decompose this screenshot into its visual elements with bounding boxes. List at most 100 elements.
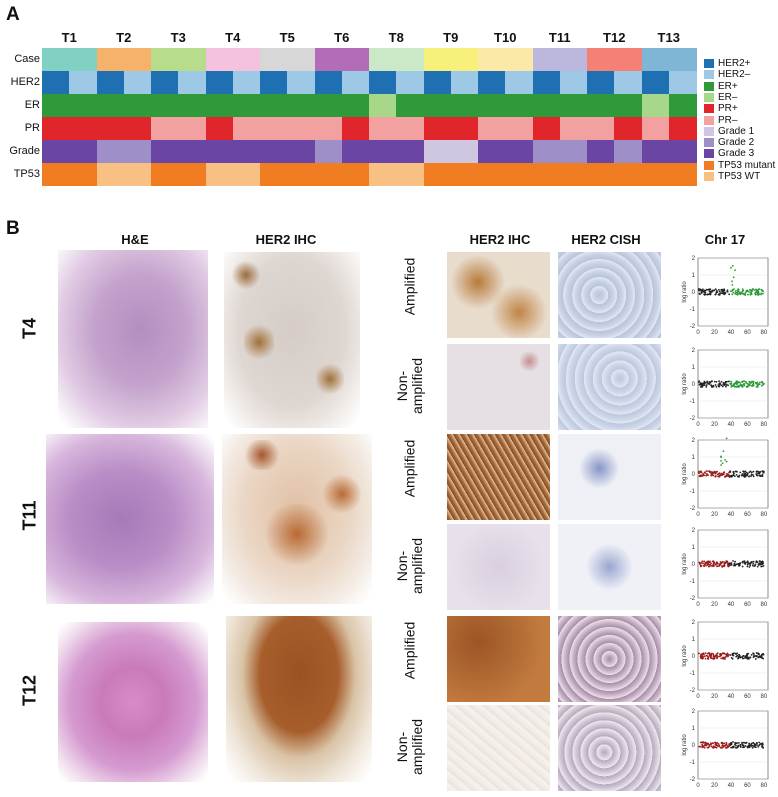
copy-number-point: [722, 652, 725, 655]
pr-cell: [42, 117, 70, 140]
er-cell: [341, 94, 370, 117]
copy-number-point: [722, 289, 725, 292]
copy-number-point: [702, 564, 705, 567]
copy-number-point: [749, 381, 752, 384]
copy-number-point: [735, 291, 737, 294]
er-cell: [314, 94, 343, 117]
copy-number-point: [724, 562, 727, 565]
copy-number-point: [718, 744, 720, 747]
er-cell: [450, 94, 479, 117]
copy-number-point: [750, 471, 753, 474]
col-title-he: H&E: [121, 232, 149, 247]
pr-cell: [314, 117, 343, 140]
copy-number-point: [718, 475, 721, 478]
copy-number-point: [736, 380, 739, 383]
grade-cell: [123, 140, 152, 163]
chr17-plot: 2 1 0 -1 -2 0 20 40 60 80 log ratio: [680, 344, 772, 428]
copy-number-point: [729, 654, 732, 656]
copy-number-point: [728, 380, 731, 383]
copy-number-point: [709, 381, 712, 384]
copy-number-point: [708, 290, 711, 293]
grade-cell: [314, 140, 343, 163]
he-slide-t4: [58, 250, 208, 428]
amplified-label: Amplified: [401, 621, 418, 680]
copy-number-point: [710, 745, 713, 748]
copy-number-point: [726, 653, 729, 656]
copy-number-point: [737, 288, 740, 291]
copy-number-point: [731, 657, 734, 660]
copy-number-point: [726, 473, 729, 476]
copy-number-point: [761, 565, 763, 568]
x-tick-label: 0: [696, 422, 700, 428]
tp53-cell: [668, 163, 697, 186]
copy-number-point: [739, 471, 742, 474]
copy-number-point: [749, 564, 752, 567]
legend-swatch: [704, 81, 714, 91]
panel-b-label: B: [6, 218, 20, 239]
copy-number-point: [708, 561, 711, 564]
copy-number-point: [720, 657, 723, 660]
copy-number-point: [715, 292, 717, 295]
x-tick-label: 0: [696, 602, 700, 608]
y-tick-label: -1: [690, 307, 696, 313]
copy-number-point: [715, 291, 718, 294]
copy-number-point: [757, 383, 760, 385]
er-cell: [42, 94, 70, 117]
er-cell: [69, 94, 97, 117]
y-tick-label: -2: [690, 596, 696, 602]
copy-number-point: [746, 472, 749, 475]
y-tick-label: -2: [690, 324, 696, 330]
her2-cell: [314, 71, 343, 94]
copy-number-point: [739, 743, 742, 746]
copy-number-point: [720, 460, 722, 462]
row-label-t12: T12: [19, 674, 40, 707]
her2-cish-micrograph: [558, 705, 661, 791]
copy-number-point: [716, 656, 719, 659]
row-label-pr: PR: [24, 122, 40, 134]
er-cell: [232, 94, 261, 117]
copy-number-point: [721, 746, 724, 749]
copy-number-point: [703, 560, 706, 563]
pr-cell: [641, 117, 670, 140]
copy-number-point: [761, 380, 764, 383]
case-cell: [641, 48, 697, 71]
copy-number-point: [741, 384, 744, 387]
case-cell: [151, 48, 206, 71]
tp53-cell: [478, 163, 506, 186]
copy-number-point: [712, 745, 715, 748]
copy-number-point: [746, 657, 749, 660]
tp53-cell: [178, 163, 206, 186]
copy-number-point: [731, 280, 733, 283]
copy-number-point: [722, 471, 725, 474]
er-cell: [123, 94, 152, 117]
copy-number-point: [744, 472, 747, 475]
copy-number-point: [742, 745, 745, 747]
legend-swatch: [704, 115, 714, 125]
copy-number-point: [744, 475, 747, 478]
pr-cell: [668, 117, 697, 140]
tp53-cell: [96, 163, 125, 186]
y-tick-label: 0: [692, 382, 696, 388]
copy-number-point: [752, 562, 755, 565]
copy-number-point: [741, 385, 744, 388]
copy-number-point: [734, 470, 737, 473]
copy-number-point: [710, 657, 712, 660]
grade-cell: [505, 140, 533, 163]
copy-number-point: [703, 293, 706, 296]
grade-cell: [178, 140, 206, 163]
copy-number-point: [746, 474, 749, 477]
x-tick-label: 20: [711, 330, 718, 336]
copy-number-point: [722, 383, 725, 386]
x-tick-label: 80: [761, 512, 768, 518]
copy-number-point: [711, 746, 714, 749]
legend-label: HER2+: [718, 58, 751, 69]
her2-cell: [369, 71, 397, 94]
copy-number-point: [718, 655, 721, 658]
tumor-label-t4: T4: [225, 30, 241, 45]
legend-label: ER+: [718, 80, 738, 92]
er-cell: [668, 94, 697, 117]
tumor-label-t11: T11: [548, 30, 571, 45]
copy-number-point: [714, 741, 716, 744]
her2-cell: [478, 71, 506, 94]
